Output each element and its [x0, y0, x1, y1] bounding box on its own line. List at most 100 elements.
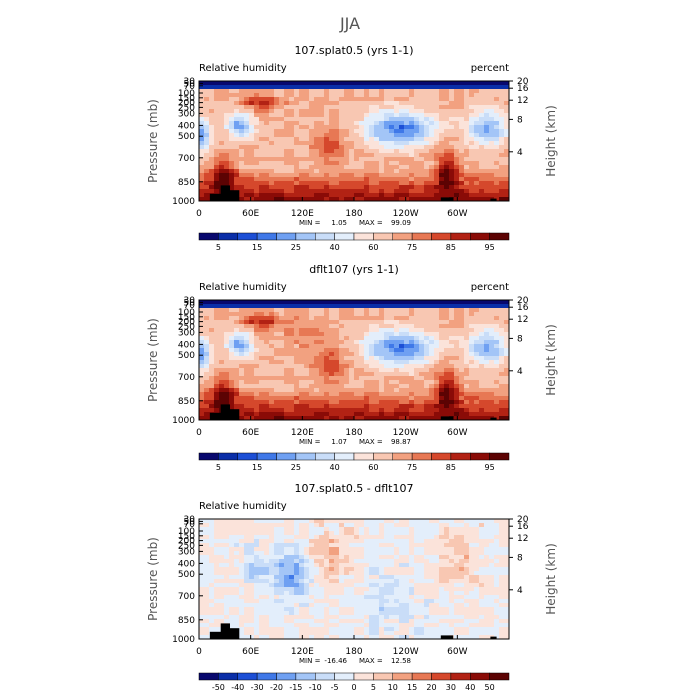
heatmap-cell: [384, 101, 390, 106]
heatmap-cell: [244, 412, 250, 417]
heatmap-cell: [369, 364, 375, 369]
heatmap-cell: [459, 340, 465, 345]
heatmap-cell: [499, 109, 505, 114]
heatmap-cell: [359, 316, 365, 321]
heatmap-cell: [329, 113, 335, 118]
heatmap-cell: [474, 304, 480, 309]
heatmap-cell: [449, 408, 455, 413]
heatmap-cell: [219, 531, 225, 536]
heatmap-cell: [424, 328, 430, 333]
heatmap-cell: [359, 535, 365, 540]
heatmap-cell: [199, 408, 205, 413]
heatmap-cell: [239, 384, 245, 389]
heatmap-cell: [254, 161, 260, 166]
heatmap-cell: [304, 89, 310, 94]
heatmap-cell: [439, 336, 445, 341]
heatmap-cell: [294, 535, 300, 540]
heatmap-cell: [334, 89, 340, 94]
heatmap-cell: [389, 348, 395, 353]
heatmap-cell: [309, 627, 315, 632]
heatmap-cell: [334, 356, 340, 361]
heatmap-cell: [479, 141, 485, 146]
heatmap-cell: [399, 189, 405, 194]
heatmap-cell: [484, 404, 490, 409]
heatmap-cell: [359, 129, 365, 134]
heatmap-cell: [269, 368, 275, 373]
heatmap-cell: [354, 531, 360, 536]
heatmap-cell: [284, 149, 290, 154]
heatmap-cell: [374, 185, 380, 190]
heatmap-cell: [229, 85, 235, 90]
y-tick-label: 850: [178, 397, 195, 407]
heatmap-cell: [379, 308, 385, 313]
heatmap-cell: [284, 356, 290, 361]
heatmap-cell: [264, 372, 270, 377]
heatmap-cell: [269, 97, 275, 102]
heatmap-cell: [219, 364, 225, 369]
heatmap-cell: [274, 145, 280, 150]
heatmap-cell: [249, 412, 255, 417]
heatmap-cell: [284, 320, 290, 325]
heatmap-cell: [259, 372, 265, 377]
heatmap-cell: [259, 344, 265, 349]
heatmap-cell: [354, 384, 360, 389]
heatmap-cell: [339, 121, 345, 126]
heatmap-cell: [249, 81, 255, 86]
heatmap-cell: [199, 97, 205, 102]
heatmap-cell: [379, 189, 385, 194]
heatmap-cell: [369, 352, 375, 357]
heatmap-cell: [394, 312, 400, 317]
heatmap-cell: [479, 169, 485, 174]
heatmap-cell: [354, 121, 360, 126]
heatmap-cell: [234, 93, 240, 98]
heatmap-cell: [279, 611, 285, 616]
heatmap-cell: [444, 336, 450, 341]
heatmap-cell: [249, 340, 255, 345]
colorbar-swatch: [392, 452, 413, 461]
heatmap-cell: [244, 189, 250, 194]
heatmap-cell: [349, 412, 355, 417]
heatmap-cell: [314, 344, 320, 349]
heatmap-cell: [299, 607, 305, 612]
heatmap-cell: [259, 376, 265, 381]
heatmap-cell: [464, 153, 470, 158]
heatmap-cell: [334, 607, 340, 612]
heatmap-cell: [314, 595, 320, 600]
heatmap-cell: [269, 81, 275, 86]
heatmap-cell: [224, 324, 230, 329]
heatmap-cell: [349, 531, 355, 536]
heatmap-cell: [269, 105, 275, 110]
heatmap-cell: [209, 336, 215, 341]
heatmap-cell: [504, 380, 510, 385]
heatmap-cell: [199, 121, 205, 126]
heatmap-cell: [454, 376, 460, 381]
heatmap-cell: [374, 121, 380, 126]
heatmap-cell: [214, 165, 220, 170]
heatmap-cell: [449, 368, 455, 373]
heatmap-cell: [464, 344, 470, 349]
heatmap-cell: [209, 316, 215, 321]
heatmap-cell: [459, 85, 465, 90]
heatmap-cell: [224, 177, 230, 182]
heatmap-cell: [339, 615, 345, 620]
heatmap-cell: [259, 181, 265, 186]
heatmap-cell: [259, 543, 265, 548]
heatmap-cell: [214, 551, 220, 556]
heatmap-cell: [209, 157, 215, 162]
heatmap-cell: [344, 308, 350, 313]
heatmap-cell: [359, 384, 365, 389]
heatmap-cell: [459, 185, 465, 190]
heatmap-cell: [494, 384, 500, 389]
heatmap-cell: [374, 308, 380, 313]
heatmap-cell: [214, 384, 220, 389]
heatmap-cell: [264, 340, 270, 345]
heatmap-cell: [249, 125, 255, 130]
heatmap-cell: [224, 165, 230, 170]
heatmap-cell: [279, 332, 285, 337]
heatmap-cell: [439, 372, 445, 377]
heatmap-cell: [354, 591, 360, 596]
heatmap-cell: [369, 113, 375, 118]
heatmap-cell: [359, 555, 365, 560]
heatmap-cell: [489, 340, 495, 345]
heatmap-cell: [499, 161, 505, 166]
